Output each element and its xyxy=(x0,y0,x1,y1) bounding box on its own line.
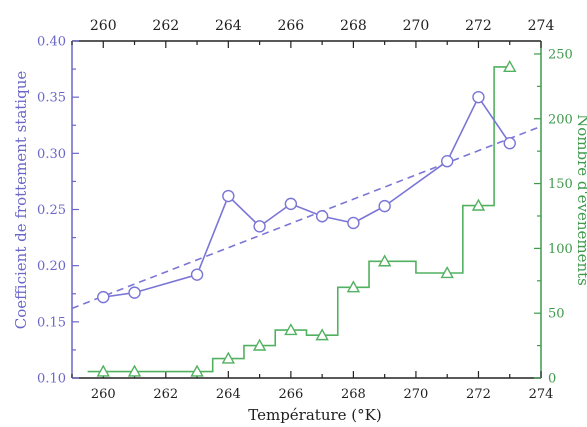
right-axis-title: Nombre d'événements xyxy=(574,114,587,286)
x-tick-label: 270 xyxy=(404,387,429,402)
right-tick-label: 250 xyxy=(548,47,573,62)
friction-point xyxy=(284,197,298,211)
series-layer xyxy=(71,59,542,377)
left-tick-label: 0.25 xyxy=(37,203,66,218)
events-point xyxy=(346,280,361,293)
friction-point xyxy=(253,220,266,233)
friction-point xyxy=(472,90,485,104)
friction-point xyxy=(503,137,516,150)
left-tick-label: 0.40 xyxy=(37,35,66,50)
friction-point xyxy=(315,210,329,223)
events-point xyxy=(503,59,517,73)
x-top-tick-label: 270 xyxy=(403,18,430,34)
events-point xyxy=(190,364,204,377)
events-point xyxy=(377,254,392,267)
friction-point xyxy=(97,290,110,304)
friction-point xyxy=(190,268,204,281)
trend-line xyxy=(71,125,542,310)
left-tick-label: 0.35 xyxy=(37,91,66,106)
right-tick-label: 150 xyxy=(548,177,573,192)
left-tick-label: 0.15 xyxy=(37,315,66,330)
x-tick-label: 260 xyxy=(91,387,116,402)
events-point xyxy=(221,351,236,364)
events-point xyxy=(96,364,110,377)
x-top-tick-label: 266 xyxy=(277,18,304,34)
x-axis-title: Température (°K) xyxy=(248,406,381,424)
x-tick-label: 272 xyxy=(466,387,491,402)
x-tick-label: 266 xyxy=(278,387,303,402)
friction-point xyxy=(347,216,360,230)
events-point xyxy=(127,364,142,377)
left-tick-label: 0.10 xyxy=(37,372,66,387)
friction-line xyxy=(103,95,511,298)
x-tick-label: 274 xyxy=(529,387,554,402)
left-tick-label: 0.30 xyxy=(37,147,66,162)
right-tick-label: 50 xyxy=(548,307,565,322)
tick-layer: 260 262 264 266 268 270 272 274 260 262 264 266 268 2… xyxy=(37,18,573,402)
x-top-tick-label: 262 xyxy=(152,18,179,34)
right-tick-label: 0 xyxy=(548,372,556,387)
left-tick-label: 0.20 xyxy=(37,259,66,274)
right-tick-label: 200 xyxy=(548,112,573,127)
x-tick-label: 268 xyxy=(341,387,366,402)
left-axis-title: Coefficient de frottement statique xyxy=(12,71,30,330)
friction-point xyxy=(128,286,141,299)
x-top-tick-label: 272 xyxy=(465,18,492,34)
friction-point xyxy=(378,199,391,213)
x-tick-label: 262 xyxy=(153,387,178,402)
friction-point xyxy=(222,189,235,203)
events-point xyxy=(252,338,267,351)
events-step-line xyxy=(87,66,510,373)
x-top-tick-label: 268 xyxy=(340,18,367,34)
friction-point xyxy=(441,154,454,168)
events-point xyxy=(284,323,298,336)
x-top-tick-label: 274 xyxy=(528,18,555,34)
x-top-tick-label: 264 xyxy=(215,18,242,34)
events-point xyxy=(471,198,486,211)
events-point xyxy=(440,266,454,279)
x-tick-label: 264 xyxy=(216,387,241,402)
x-top-tick-label: 260 xyxy=(90,18,117,34)
events-point xyxy=(315,328,329,341)
right-tick-label: 100 xyxy=(548,242,573,257)
